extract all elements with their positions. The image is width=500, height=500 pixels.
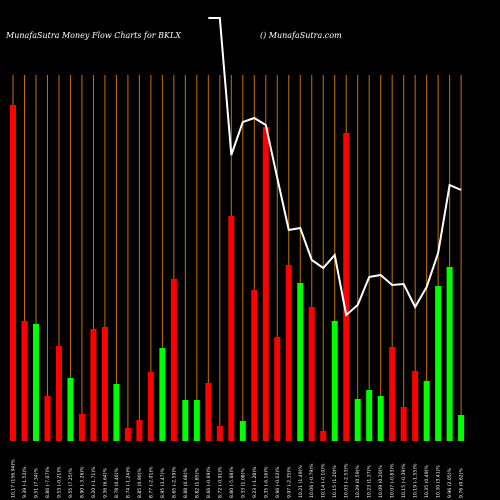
x-tick-label: 9.36 (6.64)% [102, 467, 108, 498]
bar [320, 431, 327, 441]
bar [78, 414, 85, 441]
bar [377, 396, 384, 441]
x-tick-label: 10.14 (-0.10)% [321, 463, 327, 498]
x-tick-label: 10.21 (1.49)% [298, 465, 304, 498]
x-tick-label: 8.80 (-5.68)% [229, 466, 235, 498]
bar [55, 346, 62, 441]
money-flow-line [208, 17, 462, 317]
x-tick-label: 10.07 (-0.83)% [390, 463, 396, 498]
bar [423, 381, 430, 441]
x-tick-label: 10.15 (1.20)% [332, 465, 338, 498]
chart-title: MunafaSutra Money Flow Charts for BKLX [5, 31, 181, 40]
x-tick-label: 8.90 (-3.26)% [79, 466, 85, 498]
bar [435, 286, 442, 441]
bar [354, 399, 361, 441]
bar [67, 378, 74, 441]
bar [308, 307, 315, 441]
bar [239, 421, 246, 441]
x-tick-label: 9.23 (-1.28)% [252, 466, 258, 498]
x-tick-label: 10.17 (156.94)% [11, 459, 17, 498]
x-tick-label: 9.96 (-0.02)% [275, 466, 281, 498]
x-tick-label: 8.72 (-0.91)% [217, 466, 223, 498]
chart-subtitle: () MunafaSutra.com [260, 31, 342, 40]
x-tick-label: 9.53 (-0.21)% [56, 466, 62, 498]
x-tick-label: 8.74 (-1.24)% [125, 466, 131, 498]
bar [446, 267, 453, 441]
x-tick-label: 8.77 (-2.01)% [148, 466, 154, 498]
bar [113, 384, 120, 441]
x-tick-label: 10.23 (1.37)% [367, 465, 373, 498]
bar [170, 279, 177, 441]
bar [458, 415, 465, 441]
bar [366, 390, 373, 441]
bar [389, 347, 396, 441]
bar [159, 348, 166, 441]
x-tick-label: 9.51 (7.34)% [33, 467, 39, 498]
x-tick-label: 8.86 (-7.07)% [45, 466, 51, 498]
bar [101, 327, 108, 441]
x-tick-label: 10.03 (-2.53)% [344, 463, 350, 498]
bar [228, 216, 235, 441]
x-tick-label: 8.95 (3.47)% [160, 467, 166, 498]
bar [331, 321, 338, 441]
x-tick-label: 10.15 (-0.39)% [401, 463, 407, 498]
x-tick-label: 8.66 (-0.69)% [206, 466, 212, 498]
x-tick-label: 8.88 (0.68)% [183, 467, 189, 498]
bar [21, 321, 28, 441]
bar [182, 400, 189, 441]
bar [205, 383, 212, 441]
bar [124, 428, 131, 441]
x-tick-label: 10.19 (-1.55)% [413, 463, 419, 498]
x-tick-label: 8.78 (0.46)% [114, 467, 120, 498]
bar [262, 127, 269, 441]
bar [412, 371, 419, 441]
bar [285, 265, 292, 441]
bar [400, 407, 407, 441]
bars [10, 105, 465, 441]
x-tick-label: 10.09 (0.20)% [378, 465, 384, 498]
x-tick-label: 10.06 (-0.79)% [309, 463, 315, 498]
x-tick-label: 8.82 (1.85)% [194, 467, 200, 498]
x-tick-label: 10.29 (0.59)% [355, 465, 361, 498]
x-tick-label: 9.20 (-1.71)% [91, 466, 97, 498]
bar [216, 426, 223, 441]
x-tick-label: 9.97 (-2.35)% [286, 466, 292, 498]
x-tick-label: 9.39 (-1.52)% [22, 466, 28, 498]
x-tick-label: 9.55 (7.25)% [68, 467, 74, 498]
bar [32, 324, 39, 441]
bar [297, 283, 304, 441]
bar [193, 400, 200, 441]
x-tick-label: 9.96 (2.05)% [447, 467, 453, 498]
bar [251, 290, 258, 441]
bar [343, 133, 350, 441]
x-tick-label: 8.85 (0.90)% [137, 467, 143, 498]
bar [10, 105, 16, 441]
x-tick-label: 10.35 (0.49)% [424, 465, 430, 498]
bar [44, 396, 51, 441]
bar [136, 420, 143, 441]
bar [274, 337, 281, 441]
x-tick-label: 9.33 (1.08)% [240, 467, 246, 498]
x-tick-label: 10.30 (3.41)% [436, 465, 442, 498]
bar [147, 372, 154, 441]
bar [90, 329, 97, 441]
x-tick-label: 8.65 (-2.59)% [171, 466, 177, 498]
x-tick-label: 9.76 (0.62)% [459, 467, 465, 498]
x-tick-label: 9.35 (-6.16)% [263, 466, 269, 498]
